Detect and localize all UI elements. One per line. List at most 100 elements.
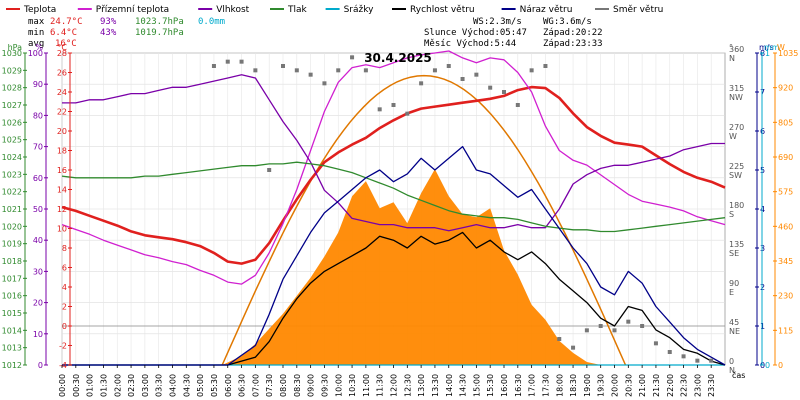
axis-hpa-label-4: 1016 <box>2 292 22 301</box>
axis-pct-label-5: 50 <box>33 205 43 214</box>
wind-dir-point-2 <box>239 59 244 64</box>
axis-hpa-label-18: 1030 <box>2 49 22 58</box>
x-tick-label-33: 16:30 <box>514 374 523 397</box>
axis-wm2-label-5: 575 <box>778 188 793 197</box>
stat-max-hum: 93% <box>100 17 117 27</box>
wind-dir-point-23 <box>529 68 534 73</box>
axis-temp-label-11: 18 <box>57 147 67 156</box>
stat-max-temp: 24.7°C <box>50 17 83 27</box>
x-tick-label-11: 05:30 <box>210 374 219 397</box>
axis-dir-unit: ° <box>729 43 733 52</box>
axis-pct-unit: % <box>35 43 43 52</box>
stat-sun: Slunce Východ:05:47 <box>424 28 527 38</box>
x-tick-label-27: 13:30 <box>431 374 440 397</box>
axis-temp-label-1: -2 <box>59 342 67 351</box>
wind-dir-point-11 <box>363 68 368 73</box>
legend-label-5: Rychlost větru <box>410 5 475 15</box>
stat-moon-set: Západ:23:33 <box>543 39 603 49</box>
x-tick-label-15: 07:30 <box>265 374 274 397</box>
axis-dir-name-5: SW <box>729 171 742 180</box>
axis-temp-label-8: 12 <box>57 205 67 214</box>
wind-dir-point-17 <box>446 64 451 68</box>
x-tick-label-34: 17:00 <box>528 374 537 397</box>
series-line-0 <box>61 85 726 265</box>
x-tick-label-41: 20:30 <box>624 374 633 397</box>
x-tick-label-8: 04:00 <box>169 374 178 397</box>
axis-mm-unit: mm <box>764 43 780 52</box>
axis-wm2-label-8: 920 <box>778 84 793 93</box>
axis-dir-name-1: NE <box>729 327 740 336</box>
axis-wm2-label-7: 805 <box>778 118 793 127</box>
wind-dir-point-8 <box>322 81 327 86</box>
x-tick-label-9: 04:30 <box>182 374 191 397</box>
x-tick-label-38: 19:00 <box>583 374 592 397</box>
x-tick-label-29: 14:30 <box>459 374 468 397</box>
x-tick-label-14: 07:00 <box>251 374 260 397</box>
axis-mm-label-1: 1 <box>765 49 770 58</box>
axis-wm2-label-6: 690 <box>778 153 793 162</box>
axis-dir-name-0: N <box>729 366 735 375</box>
wind-dir-point-0 <box>211 64 216 68</box>
wind-dir-point-27 <box>584 328 589 333</box>
series-line-1 <box>61 50 726 285</box>
x-tick-label-40: 20:00 <box>611 374 620 397</box>
axis-hpa-label-5: 1017 <box>2 274 22 283</box>
axis-hpa-label-11: 1023 <box>2 170 22 179</box>
stat-min-temp: 6.4°C <box>50 28 77 38</box>
legend-label-3: Tlak <box>287 5 308 15</box>
x-tick-label-35: 17:30 <box>541 374 550 397</box>
x-tick-label-23: 11:30 <box>376 374 385 397</box>
x-tick-label-16: 08:00 <box>279 374 288 397</box>
wind-dir-point-1 <box>225 59 230 64</box>
wind-dir-point-19 <box>474 72 479 77</box>
axis-hpa-label-15: 1027 <box>2 101 22 110</box>
x-tick-label-44: 22:00 <box>666 374 675 397</box>
axis-pct-label-9: 90 <box>33 80 43 89</box>
axis-dir-name-4: S <box>729 210 734 219</box>
x-tick-label-43: 21:30 <box>652 374 661 397</box>
axis-dir-label-8: 360 <box>729 45 744 54</box>
series-line-3 <box>61 161 726 233</box>
axis-pct-label-1: 10 <box>33 330 43 339</box>
legend-label-6: Náraz větru <box>520 5 573 15</box>
x-tick-label-12: 06:00 <box>224 374 233 397</box>
stat-wg: WG:3.6m/s <box>543 17 592 27</box>
x-tick-label-19: 09:30 <box>320 374 329 397</box>
axis-temp-label-0: -4 <box>59 361 67 370</box>
x-tick-label-28: 14:00 <box>445 374 454 397</box>
wind-dir-point-10 <box>350 55 355 60</box>
axis-pct-label-6: 60 <box>33 174 43 183</box>
axis-dir-label-3: 135 <box>729 240 744 249</box>
x-tick-label-47: 23:30 <box>707 374 716 397</box>
axis-pct-label-3: 30 <box>33 267 43 276</box>
x-tick-label-32: 16:00 <box>500 374 509 397</box>
axis-dir-name-8: N <box>729 54 735 63</box>
axis-ms-label-6: 6 <box>760 127 765 136</box>
stat-ws: WS:2.3m/s <box>473 17 522 27</box>
axis-wm2-label-3: 345 <box>778 257 793 266</box>
axis-wm2-label-1: 115 <box>778 326 793 335</box>
wind-dir-point-7 <box>308 72 313 77</box>
wind-dir-point-22 <box>515 103 520 107</box>
stat-avg-temp: 16°C <box>55 39 77 49</box>
axis-dir-label-5: 225 <box>729 162 744 171</box>
axis-hpa-label-0: 1012 <box>2 361 22 370</box>
stat-moon: Měsíc Východ:5:44 <box>424 39 516 49</box>
axis-hpa-label-14: 1026 <box>2 118 22 127</box>
wind-dir-point-12 <box>377 107 382 112</box>
axis-hpa-label-3: 1015 <box>2 309 22 318</box>
stat-min-press: 1019.7hPa <box>135 28 184 38</box>
x-tick-label-46: 23:00 <box>693 374 702 397</box>
stat-max-press: 1023.7hPa <box>135 17 184 27</box>
x-tick-label-26: 13:00 <box>417 374 426 397</box>
x-tick-label-42: 21:00 <box>638 374 647 397</box>
x-tick-label-7: 03:30 <box>155 374 164 397</box>
x-tick-label-13: 06:30 <box>238 374 247 397</box>
x-axis-label: čas <box>732 370 745 380</box>
axis-mm-label-0: 0 <box>765 361 770 370</box>
axis-pct-label-4: 40 <box>33 236 43 245</box>
axis-hpa-label-13: 1025 <box>2 136 22 145</box>
axis-dir-name-3: SE <box>729 249 739 258</box>
axis-temp-label-15: 26 <box>57 69 67 78</box>
legend-label-4: Srážky <box>344 5 375 15</box>
